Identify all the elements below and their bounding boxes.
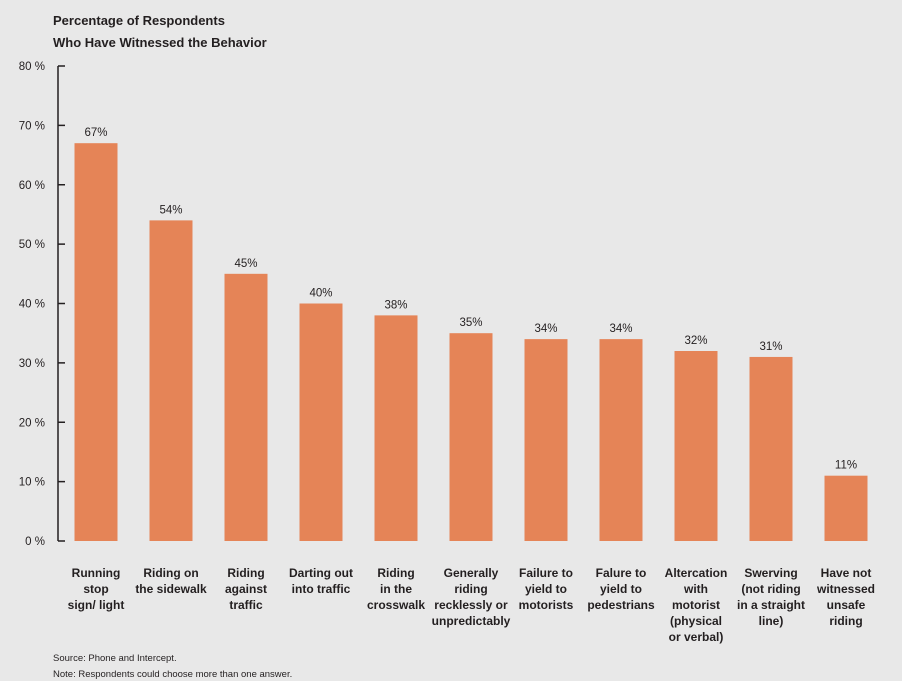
category-label: Darting out into traffic xyxy=(289,566,353,596)
bar-value-label: 32% xyxy=(684,335,707,347)
category-label: Running stop sign/ light xyxy=(68,566,125,612)
category-label: Swerving (not riding in a straight line) xyxy=(737,566,805,628)
bar xyxy=(149,220,193,541)
bar-value-label: 40% xyxy=(309,288,332,300)
bar-value-label: 31% xyxy=(759,341,782,353)
bar-value-label: 35% xyxy=(459,317,482,329)
bar-value-label: 38% xyxy=(384,299,407,311)
bar xyxy=(674,351,718,541)
bar xyxy=(824,475,868,541)
category-label: Have not witnessed unsafe riding xyxy=(816,566,875,628)
bar-value-label: 54% xyxy=(159,204,182,216)
category-label: Generally riding recklessly or unpredictabl… xyxy=(432,566,511,628)
bar xyxy=(74,143,118,541)
y-tick-label: 10 % xyxy=(19,477,45,489)
bars: 67% 54% 45% 40% 38% 35% 34% 34% 32% 31% 11% xyxy=(74,127,868,541)
y-tick-label: 20 % xyxy=(19,417,45,429)
bar-value-label: 11% xyxy=(835,460,857,472)
y-tick-label: 0 % xyxy=(25,536,45,548)
category-label: Riding against traffic xyxy=(225,566,267,612)
bar xyxy=(749,356,793,541)
x-axis-categories: Running stop sign/ light Riding on the sidew… xyxy=(68,566,875,644)
y-tick-label: 70 % xyxy=(19,120,45,132)
category-label: Riding on the sidewalk xyxy=(135,566,207,596)
source-note: Source: Phone and Intercept. xyxy=(53,653,177,664)
y-tick-label: 30 % xyxy=(19,358,45,370)
bar-value-label: 34% xyxy=(609,323,632,335)
chart-title-line-2: Who Have Witnessed the Behavior xyxy=(53,35,267,50)
category-label: Altercation with motorist (physical or verba… xyxy=(665,566,728,644)
category-label: Riding in the crosswalk xyxy=(367,566,425,612)
y-axis: 0 % 10 % 20 % 30 % 40 % 50 % 60 % 70 % 80 % xyxy=(19,61,65,548)
bar xyxy=(524,339,568,541)
bar-value-label: 67% xyxy=(84,127,107,139)
chart-title-line-1: Percentage of Respondents xyxy=(53,13,225,28)
bar xyxy=(374,315,418,541)
bar-value-label: 34% xyxy=(534,323,557,335)
bar xyxy=(224,273,268,541)
y-tick-label: 50 % xyxy=(19,239,45,251)
category-label: Falure to yield to pedestrians xyxy=(587,566,655,612)
bar xyxy=(449,333,493,541)
y-tick-label: 60 % xyxy=(19,180,45,192)
y-tick-label: 80 % xyxy=(19,61,45,73)
bar xyxy=(599,339,643,541)
answer-note: Note: Respondents could choose more than… xyxy=(53,669,292,680)
bar xyxy=(299,303,343,541)
y-tick-label: 40 % xyxy=(19,299,45,311)
category-label: Failure to yield to motorists xyxy=(519,566,574,612)
bar-value-label: 45% xyxy=(234,258,257,270)
